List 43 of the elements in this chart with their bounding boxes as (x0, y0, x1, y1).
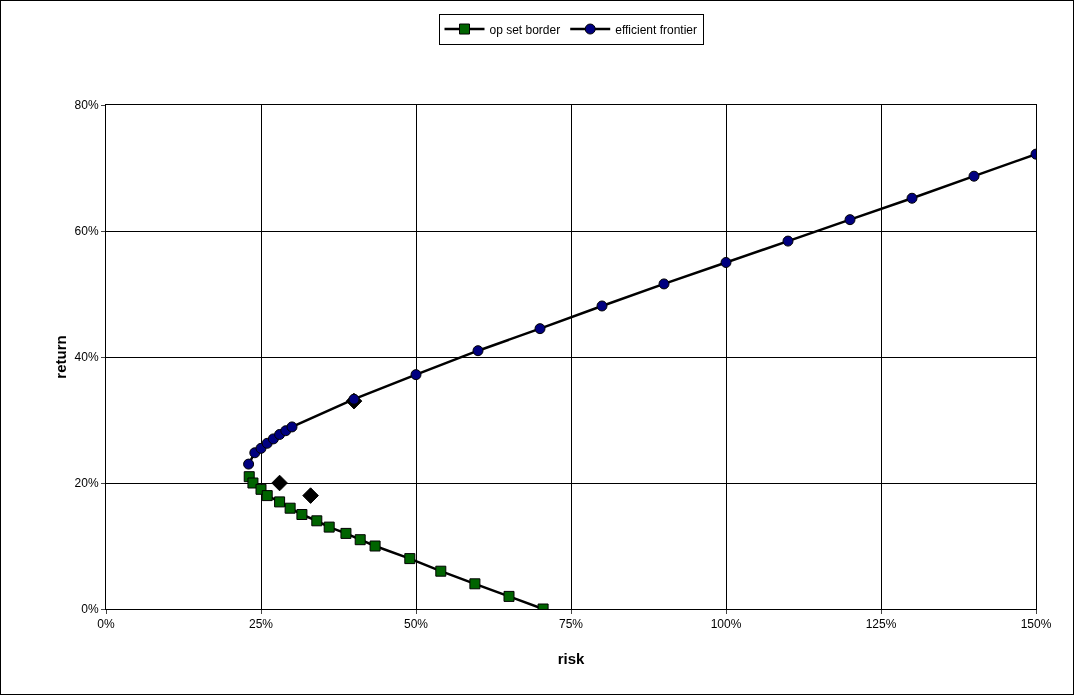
point (410, 369, 422, 381)
x-tick-label: 150% (1020, 617, 1052, 632)
point (369, 540, 381, 552)
point (404, 553, 416, 565)
point (596, 300, 608, 312)
y-tick-label: 80% (74, 98, 99, 113)
point (354, 534, 366, 546)
point (323, 521, 335, 533)
y-tick-label: 0% (81, 602, 99, 617)
x-tick-label: 75% (558, 617, 584, 632)
point (469, 578, 481, 590)
y-axis-title: return (52, 335, 69, 379)
point (274, 496, 286, 508)
point (311, 515, 323, 527)
point (271, 474, 288, 492)
x-tick-label: 50% (403, 617, 429, 632)
y-tick-label: 40% (74, 350, 99, 365)
y-tick-label: 20% (74, 476, 99, 491)
x-axis-title: risk (557, 650, 585, 667)
point (503, 590, 515, 602)
point (782, 235, 794, 247)
point (968, 170, 980, 182)
point (296, 509, 308, 520)
x-tick-label: 100% (710, 617, 742, 632)
point (243, 458, 255, 470)
point (261, 490, 273, 502)
point (534, 323, 546, 335)
x-tick-label: 125% (865, 617, 897, 632)
point (286, 421, 298, 433)
point (472, 345, 484, 357)
point (844, 214, 856, 226)
legend-label: efficient frontier (615, 22, 698, 37)
point (658, 278, 670, 290)
point (340, 527, 352, 539)
point (302, 487, 319, 504)
point (284, 502, 296, 514)
x-tick-label: 0% (97, 617, 115, 632)
x-tick-label: 25% (248, 617, 274, 632)
legend-label: op set border (489, 22, 561, 37)
y-tick-label: 60% (74, 224, 99, 239)
point (720, 257, 732, 268)
point (906, 192, 918, 204)
point (435, 565, 447, 577)
